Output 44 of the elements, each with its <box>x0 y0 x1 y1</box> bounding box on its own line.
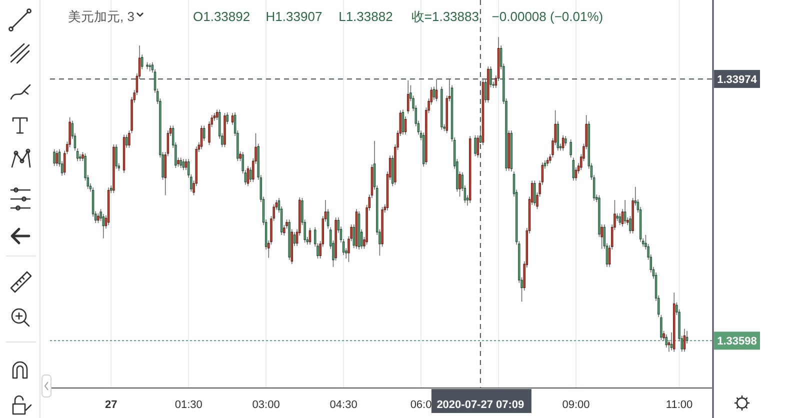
text: −0.00008 (−0.01%) <box>492 9 604 24</box>
x-tick-label: 27 <box>104 399 118 411</box>
candlestick <box>293 232 296 246</box>
candlestick <box>570 139 572 158</box>
x-tick-label: 01:30 <box>174 399 202 411</box>
y-tick-label: 1.33974 <box>717 74 758 86</box>
candlestick <box>572 157 574 181</box>
candlestick <box>402 109 404 136</box>
candlestick <box>249 166 252 182</box>
candlestick <box>308 228 312 246</box>
y-tick-label: 1.33598 <box>717 336 757 348</box>
text: L1.33882 <box>338 9 393 24</box>
candlestick <box>180 157 182 168</box>
text: O1.33892 <box>193 9 250 24</box>
candlestick <box>177 157 180 168</box>
x-tick-label: 06:0 <box>410 399 432 411</box>
candlestick <box>683 328 686 352</box>
candlestick <box>407 80 410 114</box>
candlestick <box>474 134 476 157</box>
candlestick <box>660 314 662 340</box>
candlestick <box>97 212 100 224</box>
candlestick <box>564 136 567 146</box>
chart-title: 美元加元, 3 <box>68 9 134 24</box>
candlestick <box>56 150 58 166</box>
x-tick-label: 11:00 <box>666 399 693 411</box>
candlestick <box>148 63 151 72</box>
candlestick <box>435 78 438 102</box>
ref-line-label: 2020-07-27 07:09 <box>436 399 524 411</box>
candlestick <box>629 216 632 234</box>
x-tick-label: 09:00 <box>562 399 590 411</box>
candlestick <box>246 166 250 187</box>
x-tick-label: 03:00 <box>252 399 280 411</box>
candlestick <box>490 66 492 88</box>
candlestick <box>618 212 621 226</box>
candlestick <box>624 200 626 224</box>
candlestick <box>458 171 461 197</box>
candlestick <box>115 144 118 170</box>
candlestick <box>534 180 536 206</box>
text: 收=1.33883 <box>411 9 479 24</box>
candlestick <box>53 148 56 166</box>
candlestick <box>182 158 185 171</box>
text: H1.33907 <box>266 9 322 24</box>
candlestick <box>200 125 203 150</box>
x-tick-label: 04:30 <box>330 399 358 411</box>
